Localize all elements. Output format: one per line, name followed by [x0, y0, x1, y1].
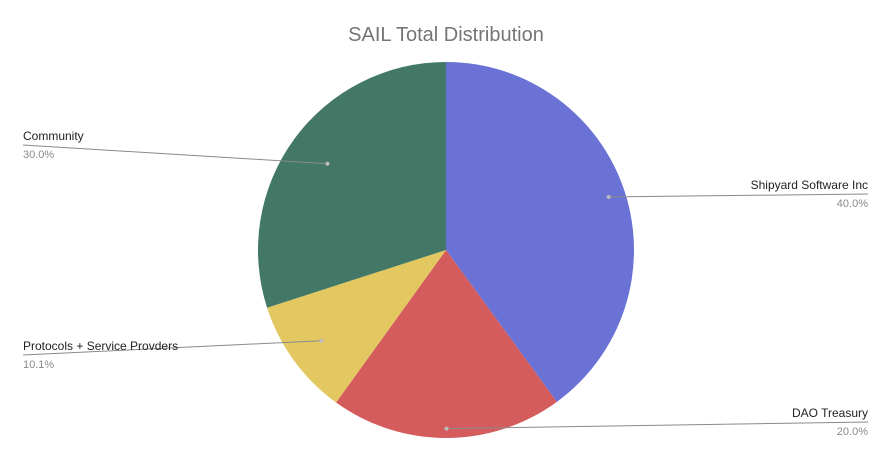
slice-label-community: Community: [23, 129, 84, 143]
leader-dot-protocols-service-provders: [319, 338, 324, 343]
leader-line-protocols-service-provders: [22, 340, 322, 356]
slice-percent-shipyard-software-inc: 40.0%: [837, 198, 868, 210]
leader-dot-dao-treasury: [444, 426, 449, 431]
slice-label-dao-treasury: DAO Treasury: [792, 406, 868, 420]
pie-slice-shipyard-software-inc: [446, 62, 634, 402]
slices-layer: [258, 62, 634, 438]
leader-dot-community: [325, 161, 330, 166]
slice-percent-dao-treasury: 20.0%: [837, 426, 868, 438]
leader-line-community: [22, 144, 328, 165]
leader-line-dao-treasury: [446, 421, 869, 430]
slice-label-shipyard-software-inc: Shipyard Software Inc: [751, 178, 868, 192]
leader-line-shipyard-software-inc: [608, 193, 869, 198]
slice-label-protocols-service-provders: Protocols + Service Provders: [23, 339, 178, 353]
slice-percent-protocols-service-provders: 10.1%: [23, 359, 54, 371]
pie-slice-community: [258, 62, 446, 308]
slice-percent-community: 30.0%: [23, 149, 54, 161]
pie-slice-protocols-service-provders: [267, 250, 446, 403]
leader-dot-shipyard-software-inc: [606, 194, 611, 199]
chart-title: SAIL Total Distribution: [348, 24, 544, 46]
pie-slice-dao-treasury: [336, 250, 557, 438]
labels-layer: Shipyard Software Inc 40.0% DAO Treasury 20…: [22, 129, 869, 438]
